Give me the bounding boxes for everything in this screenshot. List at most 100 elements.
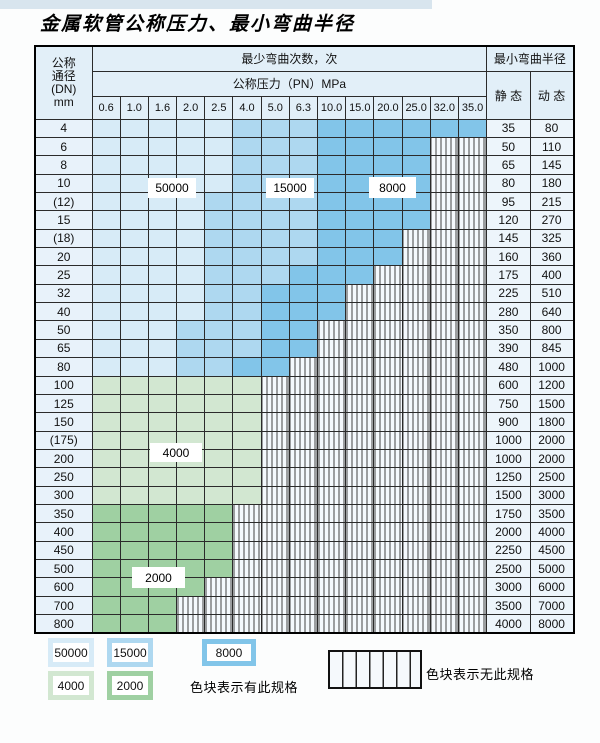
no-spec-cell	[373, 302, 403, 322]
spec-cell-b2	[232, 136, 262, 157]
spec-cell-b1	[119, 247, 149, 267]
spec-cell-b2	[176, 357, 206, 377]
dynamic-value-cell: 180	[529, 173, 575, 193]
dn-cell: 250	[34, 467, 93, 487]
table-row: 350 1750 3500	[34, 504, 575, 524]
spec-cell-b1	[91, 136, 121, 157]
spec-cell-b1	[119, 357, 149, 377]
no-spec-cell	[429, 228, 459, 249]
header-dn-line3: (DN)	[51, 81, 77, 96]
no-spec-cell	[232, 540, 262, 561]
legend-swatch-4000: 4000	[48, 671, 94, 700]
no-spec-cell	[457, 357, 488, 377]
no-spec-cell	[401, 357, 431, 377]
spec-cell-g2	[119, 614, 149, 634]
spec-cell-g1	[176, 467, 206, 487]
spec-cell-g1	[147, 485, 178, 506]
no-spec-cell	[401, 577, 431, 597]
no-spec-cell	[345, 485, 375, 506]
spec-cell-b2	[204, 210, 234, 230]
dn-cell: 10	[34, 173, 93, 193]
pressure-value-header: 2.5	[204, 95, 234, 120]
spec-cell-b1	[176, 155, 206, 175]
dn-cell: 32	[34, 283, 93, 304]
dynamic-value-cell: 2500	[529, 467, 575, 487]
pressure-value-header: 6.3	[288, 95, 319, 120]
spec-cell-g1	[91, 485, 121, 506]
no-spec-cell	[457, 247, 488, 267]
pressure-values-row: 0.6 1.0 1.6 2.0 2.5 4.0 5.0 6.3 10.0 15.0 20.0 25.0…	[35, 95, 574, 120]
dynamic-value-cell: 4500	[529, 540, 575, 561]
table-row: (18) 145 325	[34, 228, 575, 249]
static-value-cell: 1000	[486, 430, 531, 450]
cycles-overlay-label-15000: 15000	[266, 178, 314, 198]
no-spec-cell	[260, 375, 290, 395]
spec-cell-g1	[119, 375, 149, 395]
dn-cell: 80	[34, 357, 93, 377]
static-value-cell: 480	[486, 357, 531, 377]
no-spec-cell	[429, 485, 459, 506]
no-spec-cell	[288, 393, 319, 414]
no-spec-cell	[457, 430, 488, 450]
static-value-cell: 390	[486, 338, 531, 359]
spec-cell-g2	[204, 522, 234, 542]
table-row: 8 65 145	[34, 155, 575, 175]
no-spec-cell	[260, 485, 290, 506]
spec-cell-b1	[147, 265, 178, 285]
table-row: 100 600 1200	[34, 375, 575, 395]
no-spec-cell	[345, 375, 375, 395]
dn-cell: (175)	[34, 430, 93, 450]
spec-cell-g2	[147, 614, 178, 634]
no-spec-cell	[288, 540, 319, 561]
spec-cell-b3	[429, 118, 459, 138]
no-spec-cell	[373, 265, 403, 285]
no-spec-cell	[260, 412, 290, 432]
spec-cell-b3	[316, 118, 347, 138]
no-spec-cell	[457, 485, 488, 506]
no-spec-cell	[401, 320, 431, 340]
spec-cell-g2	[91, 577, 121, 597]
no-spec-cell	[457, 210, 488, 230]
dn-cell: 500	[34, 559, 93, 579]
spec-cell-b3	[288, 283, 319, 304]
spec-cell-b2	[204, 283, 234, 304]
no-spec-cell	[204, 614, 234, 634]
spec-cell-b1	[147, 155, 178, 175]
no-spec-cell	[401, 485, 431, 506]
dynamic-value-cell: 325	[529, 228, 575, 249]
no-spec-cell	[260, 522, 290, 542]
spec-cell-b3	[373, 118, 403, 138]
no-spec-cell	[457, 320, 488, 340]
static-value-cell: 900	[486, 412, 531, 432]
spec-cell-b3	[316, 173, 347, 193]
no-spec-cell	[316, 448, 347, 469]
spec-cell-g1	[204, 375, 234, 395]
spec-cell-b1	[176, 265, 206, 285]
dn-cell: 6	[34, 136, 93, 157]
dn-cell: (12)	[34, 191, 93, 212]
dynamic-value-cell: 360	[529, 247, 575, 267]
no-spec-cell	[316, 320, 347, 340]
no-spec-cell	[260, 430, 290, 450]
dn-cell: (18)	[34, 228, 93, 249]
static-value-cell: 280	[486, 302, 531, 322]
spec-cell-g2	[204, 559, 234, 579]
spec-cell-b2	[288, 228, 319, 249]
spec-cell-b3	[232, 357, 262, 377]
no-spec-cell	[345, 504, 375, 524]
dn-cell: 8	[34, 155, 93, 175]
no-spec-cell	[429, 375, 459, 395]
no-spec-cell	[429, 393, 459, 414]
static-value-cell: 225	[486, 283, 531, 304]
table-row: 65 390 845	[34, 338, 575, 359]
spec-cell-b2	[232, 210, 262, 230]
spec-cell-b2	[204, 191, 234, 212]
spec-cell-b3	[316, 136, 347, 157]
spec-cell-b1	[91, 155, 121, 175]
no-spec-cell	[316, 412, 347, 432]
spec-cell-g1	[176, 485, 206, 506]
static-value-cell: 2000	[486, 522, 531, 542]
spec-cell-g1	[91, 430, 121, 450]
spec-cell-b1	[147, 357, 178, 377]
dn-cell: 4	[34, 118, 93, 138]
